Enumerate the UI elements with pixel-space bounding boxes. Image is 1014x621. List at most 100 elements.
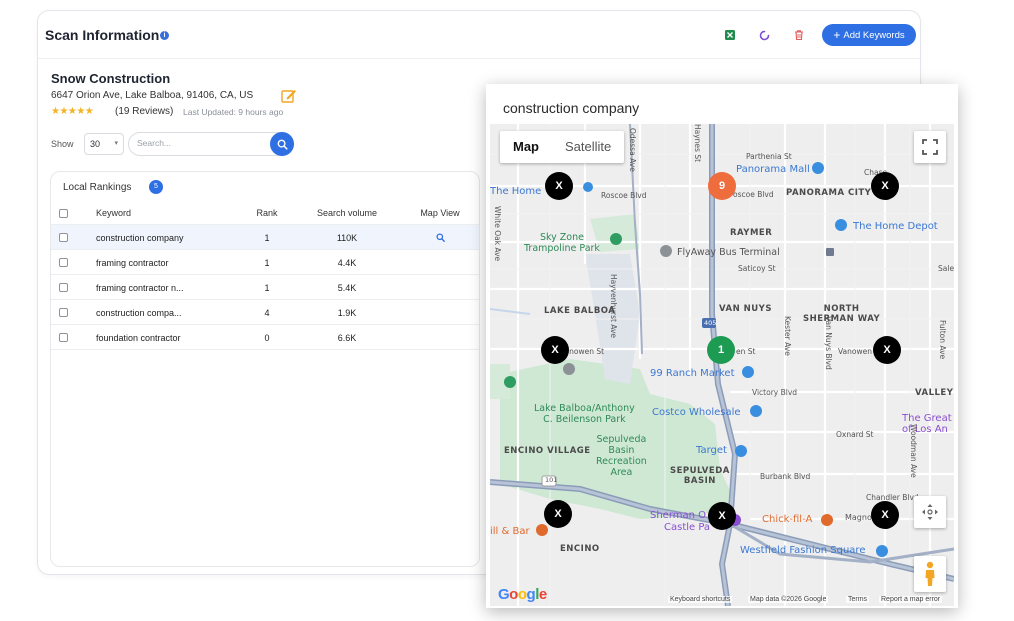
rank-pin[interactable]: X bbox=[545, 172, 573, 200]
map-label: Vanowen bbox=[838, 347, 872, 356]
search-button[interactable] bbox=[270, 132, 294, 156]
refresh-button[interactable] bbox=[752, 24, 776, 46]
map-label: Target bbox=[696, 445, 727, 456]
map-data-attribution: Map data ©2026 Google bbox=[748, 596, 829, 603]
map-label: Haynes St bbox=[693, 124, 702, 163]
map-label: RAYMER bbox=[730, 228, 773, 238]
map-label: Sherman O bbox=[650, 510, 707, 521]
map-title: construction company bbox=[503, 100, 640, 116]
show-label: Show bbox=[51, 139, 74, 149]
table-row[interactable]: construction compa... 4 1.9K bbox=[51, 300, 479, 325]
report-map-error-link[interactable]: Report a map error bbox=[879, 596, 943, 603]
map-view-cell bbox=[407, 233, 473, 244]
google-logo-letter: e bbox=[538, 586, 547, 603]
add-keywords-label: Add Keywords bbox=[843, 29, 905, 41]
table-row[interactable]: framing contractor 1 4.4K bbox=[51, 250, 479, 275]
search-input[interactable] bbox=[137, 138, 257, 148]
street-view-button[interactable] bbox=[914, 556, 946, 592]
google-logo-letter: l bbox=[535, 586, 539, 603]
map-type-tabs: Map Satellite bbox=[500, 131, 625, 163]
google-logo-letter: o bbox=[509, 586, 518, 603]
rank-cell: 1 bbox=[264, 233, 270, 243]
map-label: ENCINO VILLAGE bbox=[504, 446, 591, 456]
map-label: Vanowen St bbox=[560, 347, 605, 356]
map-label: Burbank Blvd bbox=[760, 472, 811, 481]
map-label: FlyAway Bus Terminal bbox=[677, 247, 780, 258]
map-label: Woodman Ave bbox=[909, 424, 918, 478]
map-label: NORTH SHERMAN WAY bbox=[803, 304, 881, 324]
table-header-row: Keyword Rank Search volume Map View bbox=[51, 201, 479, 225]
refresh-icon bbox=[759, 30, 769, 40]
select-all-checkbox[interactable] bbox=[59, 209, 68, 218]
rank-pin[interactable]: 9 bbox=[708, 172, 736, 200]
rank-pin[interactable]: X bbox=[871, 172, 899, 200]
google-map[interactable]: Parthenia St Panorama Mall Chase The Hom… bbox=[490, 124, 954, 606]
table-row[interactable]: construction company 1 110K bbox=[51, 225, 479, 250]
review-count: (19 Reviews) bbox=[115, 106, 174, 117]
card-header: Scan Information i + Add Keywords bbox=[38, 11, 920, 59]
map-label: Castle Pa bbox=[664, 522, 711, 533]
row-checkbox[interactable] bbox=[59, 233, 68, 242]
map-label: Roscoe Blvd bbox=[601, 191, 647, 200]
keyword-cell: foundation contractor bbox=[96, 333, 181, 343]
fullscreen-button[interactable] bbox=[914, 131, 946, 163]
row-checkbox[interactable] bbox=[59, 333, 68, 342]
table-row[interactable]: framing contractor n... 1 5.4K bbox=[51, 275, 479, 300]
business-name: Snow Construction bbox=[51, 71, 171, 86]
rankings-title: Local Rankings bbox=[63, 182, 132, 193]
terms-link[interactable]: Terms bbox=[846, 596, 870, 603]
rank-pin[interactable]: X bbox=[708, 502, 736, 530]
rank-cell: 0 bbox=[264, 333, 270, 343]
rank-pin[interactable]: X bbox=[544, 500, 572, 528]
pan-control-button[interactable] bbox=[914, 496, 946, 528]
map-label: The Home bbox=[490, 186, 542, 197]
map-label: Kester Ave bbox=[783, 316, 792, 356]
rating-stars: ★★★★★ bbox=[51, 106, 94, 117]
search-icon[interactable] bbox=[435, 233, 445, 242]
rank-cell: 1 bbox=[264, 258, 270, 268]
export-excel-button[interactable] bbox=[718, 24, 742, 46]
add-keywords-button[interactable]: + Add Keywords bbox=[822, 24, 916, 46]
rank-pin[interactable]: X bbox=[873, 336, 901, 364]
delete-button[interactable] bbox=[787, 24, 811, 46]
rank-cell: 1 bbox=[264, 283, 270, 293]
map-label: ill & Bar bbox=[490, 526, 530, 537]
rank-pin[interactable]: X bbox=[871, 501, 899, 529]
info-icon[interactable]: i bbox=[160, 31, 169, 40]
volume-cell: 1.9K bbox=[337, 308, 357, 318]
column-header-keyword[interactable]: Keyword bbox=[96, 208, 132, 218]
map-label: VALLEY bbox=[915, 388, 954, 398]
map-label: Sepulveda Basin Recreation Area bbox=[596, 434, 647, 478]
map-view-popup: construction company bbox=[486, 84, 958, 608]
rank-pin[interactable]: X bbox=[541, 336, 569, 364]
row-checkbox[interactable] bbox=[59, 283, 68, 292]
column-header-map-view: Map View bbox=[420, 208, 460, 218]
map-label: Magno bbox=[845, 513, 872, 522]
volume-cell: 4.4K bbox=[337, 258, 357, 268]
map-label: Van Nuys Blvd bbox=[824, 316, 833, 370]
map-label: ENCINO bbox=[560, 544, 600, 554]
google-logo-letter: G bbox=[498, 586, 510, 603]
last-updated: Last Updated: 9 hours ago bbox=[183, 107, 284, 117]
table-row[interactable]: foundation contractor 0 6.6K bbox=[51, 325, 479, 350]
map-label: Panorama Mall bbox=[736, 164, 810, 175]
tab-map[interactable]: Map bbox=[513, 139, 539, 154]
pegman-icon bbox=[925, 561, 935, 586]
row-checkbox[interactable] bbox=[59, 258, 68, 267]
business-address: 6647 Orion Ave, Lake Balboa, 91406, CA, … bbox=[51, 90, 254, 101]
edit-icon[interactable] bbox=[281, 88, 297, 103]
keyboard-shortcuts-link[interactable]: Keyboard shortcuts bbox=[668, 596, 733, 603]
row-checkbox[interactable] bbox=[59, 308, 68, 317]
rank-pin[interactable]: 1 bbox=[707, 336, 735, 364]
google-logo-text: Google bbox=[498, 586, 547, 603]
page-size-select[interactable]: 30 ▾ bbox=[84, 133, 124, 155]
tab-satellite[interactable]: Satellite bbox=[565, 139, 612, 154]
search-box bbox=[128, 132, 294, 156]
map-label: LAKE BALBOA bbox=[544, 306, 616, 316]
rankings-table: Keyword Rank Search volume Map View cons… bbox=[51, 201, 479, 350]
column-header-rank[interactable]: Rank bbox=[256, 208, 278, 218]
column-header-volume[interactable]: Search volume bbox=[316, 208, 378, 218]
page-title: Scan Information bbox=[45, 27, 160, 43]
map-label: 101 bbox=[545, 476, 558, 484]
keyword-cell: construction compa... bbox=[96, 308, 182, 318]
